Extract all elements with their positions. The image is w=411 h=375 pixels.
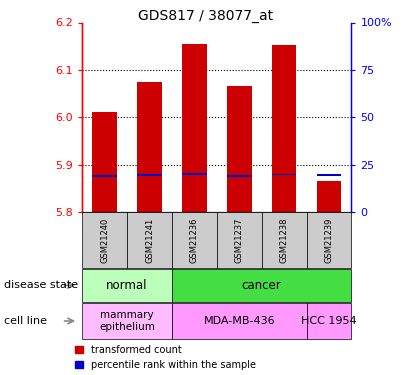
Text: GSM21241: GSM21241 [145,217,154,262]
Bar [316,181,341,212]
Text: GDS817 / 38077_at: GDS817 / 38077_at [138,9,273,23]
Bar [92,176,117,177]
Bar [92,112,117,212]
Text: GSM21240: GSM21240 [100,217,109,262]
Text: GSM21237: GSM21237 [235,217,244,263]
Bar [227,86,252,212]
Text: GSM21236: GSM21236 [190,217,199,263]
Text: GSM21238: GSM21238 [279,217,289,263]
Text: disease state: disease state [4,280,78,290]
Bar [182,173,207,175]
Bar [227,175,252,177]
Text: MDA-MB-436: MDA-MB-436 [203,316,275,326]
Text: HCC 1954: HCC 1954 [301,316,357,326]
Bar [137,174,162,176]
Text: cancer: cancer [242,279,282,292]
Text: mammary
epithelium: mammary epithelium [99,310,155,332]
Bar [137,82,162,212]
Bar [182,44,207,212]
Legend: transformed count, percentile rank within the sample: transformed count, percentile rank withi… [75,345,256,370]
Text: cell line: cell line [4,316,47,326]
Text: normal: normal [106,279,148,292]
Text: GSM21239: GSM21239 [324,217,333,262]
Bar [272,174,296,176]
Bar [272,45,296,212]
Bar [316,174,341,176]
